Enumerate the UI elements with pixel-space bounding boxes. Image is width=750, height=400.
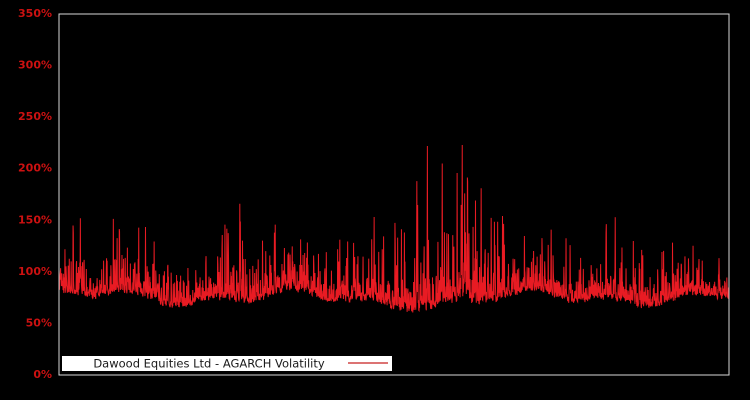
legend-label: Dawood Equities Ltd - AGARCH Volatility <box>93 357 325 371</box>
y-axis-tick-label: 300% <box>18 59 52 72</box>
y-axis-tick-label: 100% <box>18 265 52 278</box>
y-axis-tick-label: 50% <box>26 316 52 329</box>
y-axis-tick-label: 200% <box>18 162 52 175</box>
plot-background <box>59 14 729 375</box>
plot-frame <box>58 13 730 376</box>
y-axis-tick-label: 250% <box>18 110 52 123</box>
y-axis-tick-labels: 0% 50% 100% 150% 200% 250% 300% 350% <box>18 7 52 381</box>
y-axis-tick-label: 350% <box>18 7 52 20</box>
legend-box <box>62 356 392 371</box>
series-lines <box>58 144 730 313</box>
y-axis-tick-label: 150% <box>18 213 52 226</box>
series-line <box>58 144 730 313</box>
y-axis-tick-label: 0% <box>33 368 52 381</box>
chart-legend: Dawood Equities Ltd - AGARCH Volatility <box>62 356 392 371</box>
